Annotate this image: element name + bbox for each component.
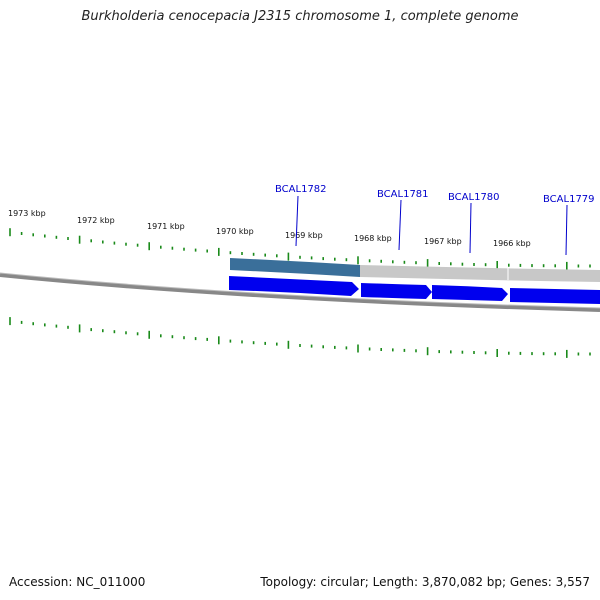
gene-track [229, 276, 600, 304]
highlight-rest[interactable] [360, 265, 600, 282]
gene-arrow-bcal1781[interactable] [361, 283, 432, 299]
kbp-label: 1972 kbp [77, 216, 115, 225]
gene-labels: BCAL1782 BCAL1781 BCAL1780 BCAL1779 [275, 184, 595, 205]
kbp-label: 1971 kbp [147, 222, 185, 231]
gene-label-bcal1781[interactable]: BCAL1781 [377, 189, 429, 200]
gene-label-line [398, 199, 402, 251]
gene-arrow-bcal1782[interactable] [229, 276, 359, 296]
map-title: Burkholderia cenocepacia J2315 chromosom… [81, 9, 519, 24]
gene-label-line [295, 195, 299, 247]
gene-arrow-bcal1780[interactable] [432, 285, 508, 301]
inner-tick-track [9, 317, 591, 358]
gene-label-line [565, 204, 568, 256]
kbp-labels: 1973 kbp 1972 kbp 1971 kbp 1970 kbp 1969… [8, 209, 531, 248]
highlight-band [230, 258, 600, 282]
kbp-label: 1967 kbp [424, 237, 462, 246]
kbp-label: 1973 kbp [8, 209, 46, 218]
kbp-label: 1968 kbp [354, 234, 392, 243]
gene-label-lines [295, 195, 568, 256]
gene-label-bcal1780[interactable]: BCAL1780 [448, 192, 500, 203]
gene-label-bcal1779[interactable]: BCAL1779 [543, 194, 595, 205]
gene-arrow-bcal1779[interactable] [510, 288, 600, 304]
backbone-highlight [0, 272, 600, 309]
kbp-label: 1966 kbp [493, 239, 531, 248]
genome-backbone [0, 273, 600, 312]
accession-text: Accession: NC_011000 [9, 575, 146, 589]
outer-tick-track [9, 228, 591, 270]
genome-summary-text: Topology: circular; Length: 3,870,082 bp… [260, 575, 590, 589]
gene-label-bcal1782[interactable]: BCAL1782 [275, 184, 327, 195]
gene-label-line [469, 202, 472, 254]
kbp-label: 1970 kbp [216, 227, 254, 236]
highlight-selected[interactable] [230, 258, 360, 277]
kbp-label: 1969 kbp [285, 231, 323, 240]
